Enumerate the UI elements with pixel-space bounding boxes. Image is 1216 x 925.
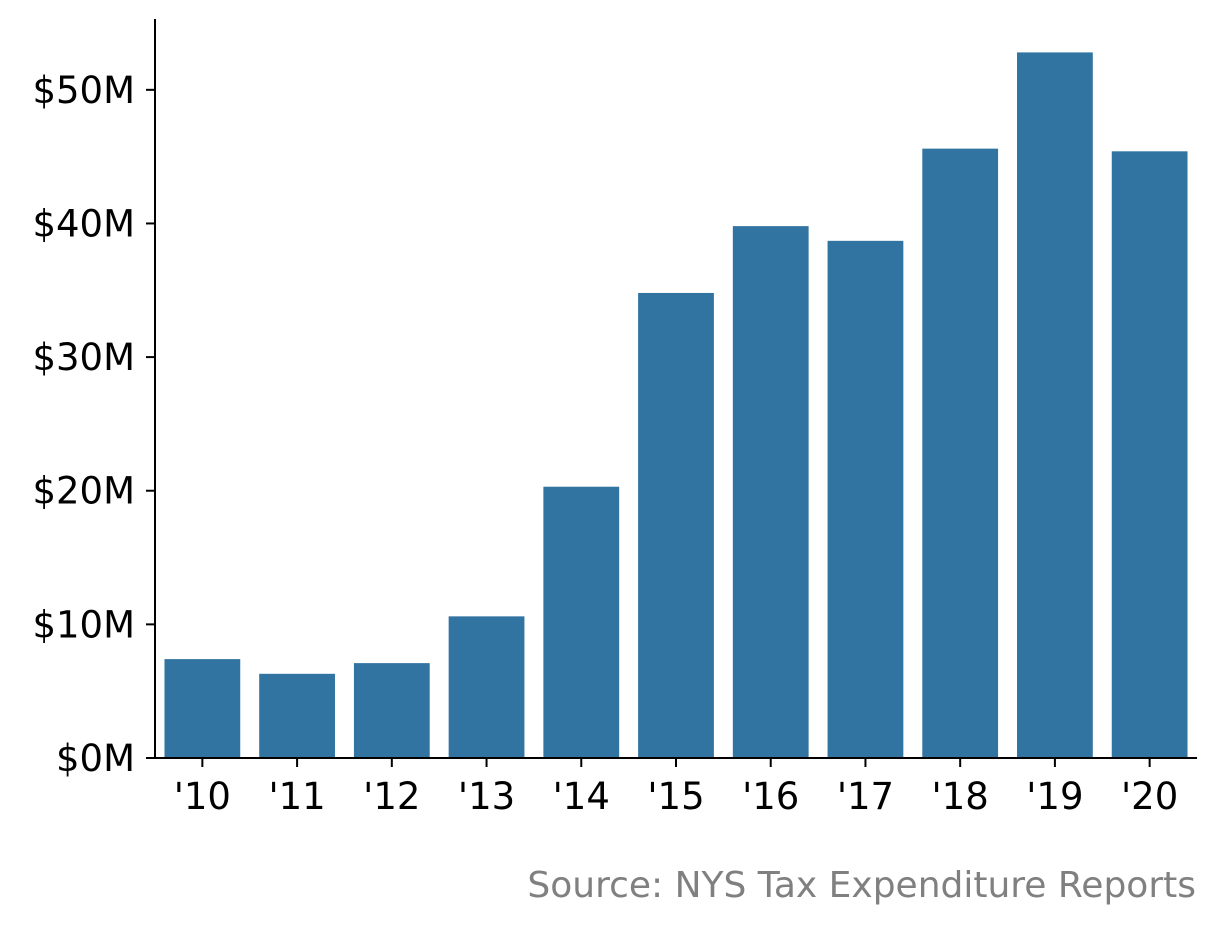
bars-group [164,52,1188,759]
bar-8 [922,148,999,758]
bar-7 [827,240,904,758]
x-tick-label: '19 [1026,775,1083,818]
bar-5 [638,292,714,758]
bar-2 [353,663,430,758]
x-tick-label: '15 [647,775,704,818]
bar-0 [164,659,241,758]
x-tick-label: '16 [742,775,799,818]
x-tick-label: '12 [363,775,420,818]
bar-3 [448,616,525,758]
bar-4 [543,486,620,758]
source-note: Source: NYS Tax Expenditure Reports [527,865,1196,906]
x-tick-label: '17 [837,775,894,818]
y-tick-label: $40M [32,202,135,245]
x-tick-label: '20 [1121,775,1178,818]
y-axis: $0M $10M $20M $30M $40M $50M [32,19,156,780]
y-tick-label: $50M [32,69,135,112]
y-tick-label: $10M [32,603,135,646]
x-tick-label: '13 [458,775,515,818]
x-tick-label: '14 [553,775,610,818]
bar-9 [1017,52,1093,759]
y-tick-label: $30M [32,336,135,379]
bar-6 [732,226,809,758]
y-tick-label: $0M [56,737,135,780]
y-tick-label: $20M [32,470,135,513]
x-tick-label: '11 [268,775,325,818]
x-tick-label: '10 [174,775,231,818]
x-tick-label: '18 [932,775,989,818]
bar-10 [1111,151,1188,759]
x-axis: '10 '11 '12 '13 '14 '15 '16 '17 '18 '19 '20 [155,757,1197,818]
bar-1 [259,673,335,758]
